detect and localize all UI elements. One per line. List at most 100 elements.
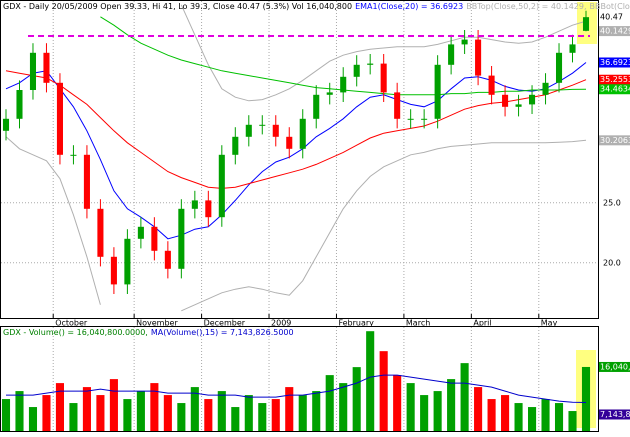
volume-bar: [460, 363, 469, 431]
legend-entry: BBTop(Close,50,2) = 40.1429,: [466, 2, 586, 11]
y-tick-label: 25.0: [603, 198, 621, 207]
candle-body: [164, 250, 171, 269]
volume-bar: [163, 395, 172, 431]
value-tag: 34.4634: [600, 85, 630, 94]
candle-body: [313, 94, 320, 119]
chart-header: GDX - Daily 20/05/2009 Open 39.33, Hi 41…: [3, 2, 630, 11]
x-tick-label: December: [204, 319, 246, 328]
volume-bar: [501, 395, 510, 431]
x-tick-label: 2009: [271, 319, 291, 328]
x-tick-label: October: [55, 319, 88, 328]
volume-bar: [487, 399, 496, 431]
candle-body: [407, 118, 414, 120]
volume-bar: [352, 367, 361, 431]
volume-bar: [554, 403, 564, 431]
candle-body: [137, 226, 144, 239]
candle-body: [394, 92, 401, 119]
volume-bar: [406, 383, 415, 431]
candle-body: [488, 75, 495, 95]
candle-body: [475, 39, 482, 76]
legend-entry: MA(Volume(),15) = 7,143,826.5000: [151, 328, 294, 337]
chart-title: GDX - Daily 20/05/2009 Open 39.33, Hi 41…: [3, 2, 352, 11]
x-tick-label: May: [541, 319, 558, 328]
candle-body: [83, 154, 90, 209]
candle-body: [29, 52, 37, 90]
volume-bar: [568, 411, 577, 431]
candle-body: [353, 64, 360, 77]
y-tick-label: 20.0: [603, 258, 621, 267]
volume-tag: 16,040,80: [600, 362, 630, 371]
volume-bar: [231, 407, 240, 431]
volume-tag-box: [599, 361, 630, 372]
candle-body: [421, 118, 428, 120]
volume-bar: [581, 366, 591, 431]
volume-bar: [298, 395, 307, 431]
legend-entry: EMA1(Close,20) = 36.6923: [355, 2, 463, 11]
candle-body: [245, 124, 252, 137]
value-tag: 40.1429: [600, 27, 630, 36]
candle-body: [272, 124, 279, 137]
volume-bar: [420, 395, 429, 431]
candle-body: [502, 94, 509, 107]
volume-bar: [312, 391, 321, 431]
volume-bar: [541, 399, 550, 431]
candle-body: [434, 64, 441, 119]
value-tag-box: [599, 135, 630, 146]
volume-bar: [69, 403, 78, 431]
candle-body: [555, 52, 563, 83]
volume-bar: [528, 407, 537, 431]
candle-body: [259, 124, 266, 126]
close-tag-box: [599, 12, 630, 23]
candle-body: [43, 52, 50, 83]
candle-body: [232, 136, 239, 155]
volume-bar: [339, 383, 348, 431]
x-tick-label: November: [136, 319, 178, 328]
volume-bar: [217, 391, 226, 431]
volume-bar: [393, 375, 402, 431]
candle-body: [286, 136, 293, 149]
candle-body: [218, 154, 225, 218]
x-tick-label: March: [406, 319, 430, 328]
volume-bar: [379, 351, 388, 431]
legend-entry: BBBot(Close,50,2) = 30.2063,: [590, 2, 630, 11]
volume-bar: [1, 399, 11, 431]
x-tick-label: April: [473, 319, 491, 328]
volume-bar: [28, 407, 38, 431]
candle-body: [461, 39, 468, 45]
volume-bar: [474, 387, 483, 431]
volume-bar: [271, 399, 280, 431]
candle-body: [515, 104, 522, 107]
price-frame: [0, 0, 599, 319]
candle-body: [380, 63, 387, 93]
volume-bar: [447, 379, 456, 431]
volume-title: GDX - Volume() = 16,040,800.0000,: [3, 328, 148, 337]
volume-bar: [150, 383, 159, 431]
volume-bar: [204, 399, 213, 431]
volume-bar: [123, 399, 132, 431]
candle-body: [299, 118, 306, 149]
candle-body: [340, 76, 347, 93]
candle-body: [582, 17, 590, 31]
volume-bar: [285, 387, 294, 431]
volume-ma-line: [6, 374, 587, 403]
volume-bar: [258, 403, 267, 431]
volume-header: GDX - Volume() = 16,040,800.0000, MA(Volu…: [3, 328, 294, 337]
volume-bar: [82, 387, 91, 431]
close-tag: 40.47: [600, 13, 623, 22]
volume-bar: [325, 375, 334, 431]
x-tick-label: February: [338, 319, 374, 328]
candle-body: [16, 90, 23, 119]
value-tag-box: [599, 74, 630, 85]
candle-body: [569, 44, 576, 53]
volume-bar: [514, 403, 523, 431]
value-tag: 35.2553: [600, 75, 630, 84]
value-tag-box: [599, 84, 630, 95]
volume-bar: [366, 331, 375, 431]
indicator-line: [5, 136, 587, 312]
candle-body: [367, 63, 374, 65]
candle-body: [2, 118, 10, 131]
candle-body: [178, 208, 185, 269]
volume-bar: [109, 379, 118, 431]
